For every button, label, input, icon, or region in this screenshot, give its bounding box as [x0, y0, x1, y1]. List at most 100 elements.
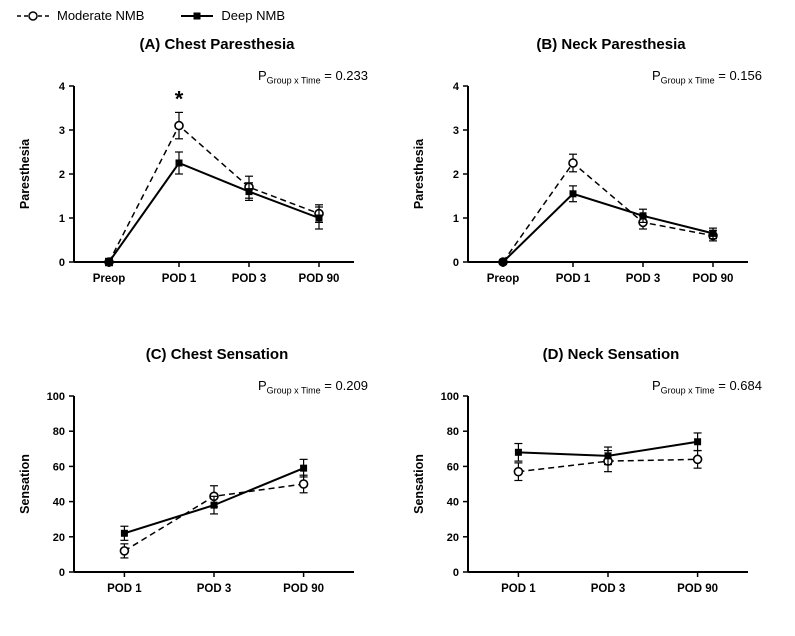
- y-axis-label: Sensation: [412, 454, 426, 514]
- svg-text:100: 100: [441, 391, 459, 403]
- svg-text:20: 20: [447, 532, 459, 544]
- marker-open-circle: [298, 479, 309, 489]
- chart-svg-D: 0 20 40 60 80 100 POD 1 POD 3 POD 90 Sensation: [412, 391, 748, 595]
- chart-area-chest-paresthesia: 0 1 2 3 4 Preop POD 1 POD 3 POD 90 Paresthesia *: [16, 60, 372, 302]
- p-subscript: Group x Time: [266, 385, 321, 396]
- svg-text:4: 4: [59, 81, 66, 93]
- y-axis-label: Sensation: [18, 454, 32, 514]
- panel-chest-paresthesia: (A) Chest Paresthesia PGroup x Time = 0.…: [16, 36, 384, 326]
- chart-title-b: (B) Neck Paresthesia: [536, 36, 686, 53]
- svg-text:POD 3: POD 3: [232, 273, 267, 285]
- svg-text:3: 3: [59, 125, 65, 137]
- svg-text:100: 100: [47, 391, 65, 403]
- marker-filled-square: [514, 448, 522, 456]
- series-line: [502, 192, 714, 263]
- marker-filled-square: [245, 188, 253, 196]
- p-value-annotation-a: PGroup x Time = 0.233: [258, 68, 368, 86]
- svg-text:0: 0: [59, 567, 65, 579]
- p-value: = 0.156: [714, 68, 762, 83]
- series-deep-nmb: [514, 432, 702, 466]
- series-moderate-nmb: [104, 111, 324, 267]
- svg-text:20: 20: [53, 532, 65, 544]
- y-axis-label: Paresthesia: [18, 138, 32, 209]
- chart-svg-A: 0 1 2 3 4 Preop POD 1 POD 3 POD 90 Paresthesia *: [18, 81, 354, 285]
- svg-text:POD 1: POD 1: [501, 583, 536, 595]
- series-moderate-nmb: [498, 153, 718, 267]
- marker-filled-square: [709, 229, 717, 237]
- svg-text:2: 2: [59, 169, 65, 181]
- marker-open-circle: [692, 454, 703, 465]
- marker-filled-square: [210, 501, 218, 509]
- svg-text:Preop: Preop: [487, 273, 520, 285]
- chart-svg-C: 0 20 40 60 80 100 POD 1 POD 3 POD 90 Sensation: [18, 391, 354, 595]
- figure: Moderate NMB Deep NMB (A) Chest Paresthe…: [16, 8, 778, 612]
- p-value: = 0.684: [714, 378, 762, 393]
- marker-open-circle: [568, 158, 578, 168]
- series-line: [502, 161, 714, 263]
- p-prefix: P: [651, 68, 661, 83]
- svg-text:POD 3: POD 3: [626, 273, 661, 285]
- p-prefix: P: [257, 68, 267, 83]
- svg-text:0: 0: [453, 257, 459, 269]
- svg-text:3: 3: [453, 125, 459, 137]
- moderate-nmb-dashed-circle-icon: [17, 10, 49, 21]
- marker-filled-square: [639, 212, 647, 220]
- series-line: [108, 161, 320, 263]
- chart-title-a: (A) Chest Paresthesia: [139, 36, 295, 53]
- svg-text:2: 2: [453, 169, 459, 181]
- legend-item-deep-nmb: Deep NMB: [180, 8, 285, 23]
- p-subscript: Group x Time: [266, 75, 321, 86]
- svg-text:POD 3: POD 3: [591, 583, 626, 595]
- svg-text:40: 40: [447, 497, 459, 509]
- series-moderate-nmb: [119, 474, 309, 559]
- p-prefix: P: [257, 378, 267, 393]
- marker-filled-square: [175, 159, 183, 167]
- marker-filled-square: [120, 529, 128, 537]
- marker-filled-square: [569, 190, 577, 198]
- svg-text:POD 90: POD 90: [693, 273, 734, 285]
- chart-title-c: (C) Chest Sensation: [145, 346, 289, 363]
- legend-label-moderate-nmb: Moderate NMB: [57, 8, 145, 23]
- svg-text:POD 1: POD 1: [162, 273, 197, 285]
- svg-text:4: 4: [453, 81, 460, 93]
- y-axis-label: Paresthesia: [412, 138, 426, 209]
- svg-text:60: 60: [53, 461, 65, 473]
- marker-open-circle: [174, 120, 184, 131]
- p-subscript: Group x Time: [660, 75, 715, 86]
- svg-text:POD 90: POD 90: [677, 583, 718, 595]
- chart-area-chest-sensation: 0 20 40 60 80 100 POD 1 POD 3 POD 90 Sensation: [16, 370, 372, 612]
- svg-text:POD 90: POD 90: [283, 583, 324, 595]
- figure-legend: Moderate NMB Deep NMB: [16, 8, 285, 23]
- marker-filled-square: [300, 464, 308, 472]
- svg-text:POD 90: POD 90: [299, 273, 340, 285]
- legend-item-moderate-nmb: Moderate NMB: [16, 8, 144, 23]
- p-value-annotation-c: PGroup x Time = 0.209: [258, 378, 368, 396]
- svg-text:1: 1: [453, 213, 459, 225]
- panel-neck-sensation: (D) Neck Sensation PGroup x Time = 0.684…: [410, 346, 778, 636]
- chart-area-neck-sensation: 0 20 40 60 80 100 POD 1 POD 3 POD 90 Sensation: [410, 370, 766, 612]
- chart-title-d: (D) Neck Sensation: [542, 346, 680, 363]
- svg-text:80: 80: [447, 426, 459, 438]
- svg-text:40: 40: [53, 497, 65, 509]
- p-subscript: Group x Time: [660, 385, 715, 396]
- series-deep-nmb: [105, 151, 323, 267]
- chart-svg-B: 0 1 2 3 4 Preop POD 1 POD 3 POD 90 Paresthesia: [412, 81, 748, 285]
- p-value: = 0.233: [320, 68, 368, 83]
- marker-filled-square: [315, 214, 323, 222]
- svg-text:60: 60: [447, 461, 459, 473]
- svg-text:0: 0: [59, 257, 65, 269]
- series-deep-nmb: [120, 458, 308, 541]
- marker-filled-square: [499, 258, 507, 266]
- marker-open-circle: [513, 466, 524, 477]
- p-value-annotation-b: PGroup x Time = 0.156: [652, 68, 762, 86]
- p-prefix: P: [651, 378, 661, 393]
- deep-nmb-solid-square-icon: [181, 12, 214, 19]
- svg-text:POD 1: POD 1: [107, 583, 142, 595]
- panel-neck-paresthesia: (B) Neck Paresthesia PGroup x Time = 0.1…: [410, 36, 778, 326]
- svg-text:0: 0: [453, 567, 459, 579]
- series-deep-nmb: [499, 185, 717, 266]
- p-value: = 0.209: [320, 378, 368, 393]
- svg-text:Preop: Preop: [93, 273, 126, 285]
- marker-open-circle: [119, 546, 130, 556]
- legend-label-deep-nmb: Deep NMB: [221, 8, 285, 23]
